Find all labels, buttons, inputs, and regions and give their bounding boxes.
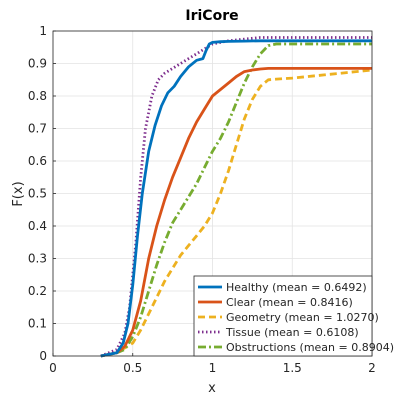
legend-entry-1: Clear (mean = 0.8416) bbox=[226, 296, 353, 309]
series-line-3 bbox=[100, 36, 372, 358]
x-tick-label: 1 bbox=[209, 361, 217, 375]
series-line-1 bbox=[100, 67, 372, 358]
y-tick-label: 0.4 bbox=[28, 219, 47, 233]
y-tick-label: 0 bbox=[39, 349, 47, 363]
x-tick-label: 0.5 bbox=[123, 361, 142, 375]
y-tick-label: 0.6 bbox=[28, 154, 47, 168]
axis-ticks: 0 0.5 1 1.5 2 0 0.1 0.2 0.3 0.4 0.5 0.6 0.7 0.8 0.9 1 bbox=[28, 24, 376, 375]
y-tick-label: 0.1 bbox=[28, 317, 47, 331]
y-tick-label: 0.7 bbox=[28, 122, 47, 136]
y-tick-label: 0.3 bbox=[28, 252, 47, 266]
legend-entry-3: Tissue (mean = 0.6108) bbox=[225, 326, 359, 339]
legend: Healthy (mean = 0.6492) Clear (mean = 0.8… bbox=[193, 275, 394, 357]
y-axis-label: F(x) bbox=[11, 181, 26, 206]
series-line-2 bbox=[100, 68, 373, 358]
y-tick-label: 1 bbox=[39, 24, 47, 38]
series-line-0 bbox=[100, 39, 372, 358]
y-tick-label: 0.9 bbox=[28, 57, 47, 71]
x-tick-label: 2 bbox=[368, 361, 376, 375]
series-lines bbox=[100, 36, 373, 358]
y-tick-label: 0.2 bbox=[28, 284, 47, 298]
legend-entry-4: Obstructions (mean = 0.8904) bbox=[226, 341, 394, 354]
legend-box bbox=[193, 275, 373, 357]
series-line-4 bbox=[100, 42, 372, 358]
legend-entry-2: Geometry (mean = 1.0270) bbox=[226, 311, 379, 324]
x-tick-label: 0 bbox=[49, 361, 57, 375]
legend-entry-0: Healthy (mean = 0.6492) bbox=[226, 281, 367, 294]
y-tick-label: 0.5 bbox=[28, 187, 47, 201]
y-tick-label: 0.8 bbox=[28, 89, 47, 103]
x-tick-label: 1.5 bbox=[283, 361, 302, 375]
x-axis-label: x bbox=[208, 381, 216, 396]
chart-title: IriCore bbox=[185, 8, 238, 24]
